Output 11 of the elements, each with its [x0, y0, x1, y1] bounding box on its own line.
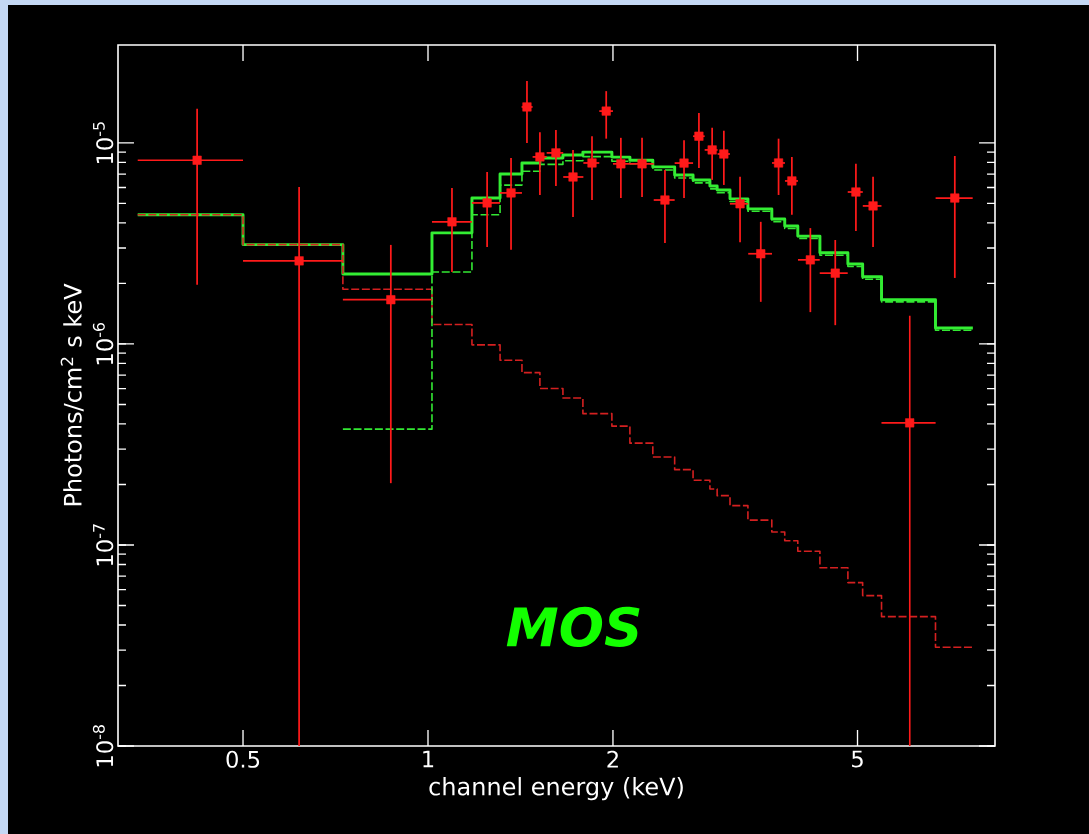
y-tick-label: 10$^{-8}$: [92, 725, 114, 767]
x-tick-label: 0.5: [226, 750, 260, 768]
y-tick-label: 10$^{-6}$: [92, 322, 114, 365]
y-axis-title: Photons/cm$^{2}$ s keV: [60, 283, 84, 506]
annotation: MOS: [506, 606, 640, 647]
x-axis-title: channel energy (keV): [429, 777, 683, 801]
x-tick-label: 2: [607, 750, 618, 768]
y-tick-label: 10$^{-7}$: [93, 524, 114, 566]
y-tick-label: 10$^{-5}$: [93, 122, 114, 164]
x-tick-label: 1: [423, 750, 434, 768]
x-tick-label: 5: [852, 750, 863, 768]
